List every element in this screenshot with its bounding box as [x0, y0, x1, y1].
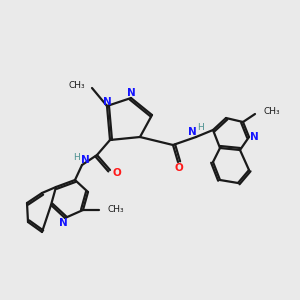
Text: N: N: [188, 127, 196, 137]
Text: CH₃: CH₃: [68, 80, 85, 89]
Text: H: H: [74, 154, 80, 163]
Text: N: N: [250, 132, 258, 142]
Text: N: N: [103, 97, 111, 107]
Text: CH₃: CH₃: [108, 206, 124, 214]
Text: N: N: [58, 218, 68, 228]
Text: CH₃: CH₃: [264, 106, 280, 116]
Text: O: O: [175, 163, 183, 173]
Text: H: H: [196, 124, 203, 133]
Text: N: N: [81, 155, 89, 165]
Text: N: N: [127, 88, 135, 98]
Text: O: O: [112, 168, 122, 178]
